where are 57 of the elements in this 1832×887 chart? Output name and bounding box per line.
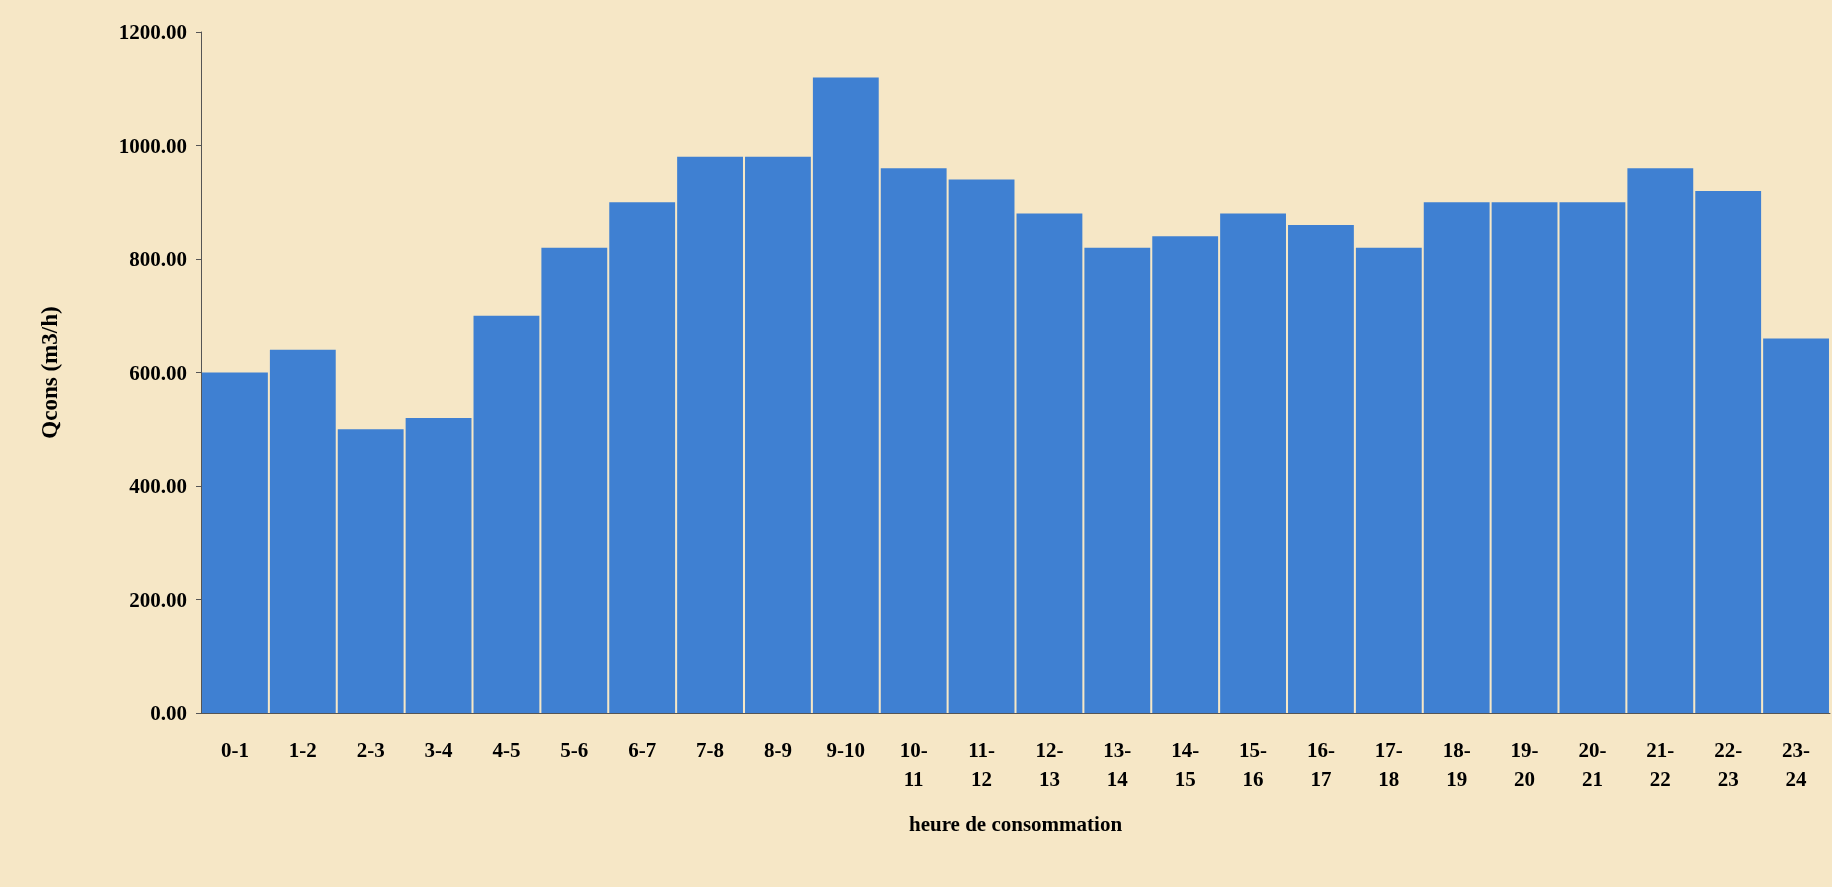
x-tick-label: 13-14: [1103, 737, 1132, 791]
x-tick-label: 22-23: [1714, 737, 1743, 791]
y-axis-title: Qcons (m3/h): [37, 306, 62, 439]
x-tick-label: 5-6: [560, 737, 589, 762]
bar: [1152, 236, 1219, 713]
x-tick-label: 3-4: [424, 737, 454, 762]
bar: [745, 156, 811, 713]
y-tick-label: 600.00: [129, 360, 187, 385]
x-tick-label: 4-5: [492, 737, 521, 762]
bar: [1763, 338, 1829, 713]
y-tick-label: 800.00: [129, 247, 187, 271]
bar: [880, 168, 947, 713]
bar: [1559, 202, 1626, 713]
bar: [1084, 247, 1151, 713]
y-tick-label: 400.00: [129, 474, 187, 498]
x-tick-label: 1-2: [288, 737, 317, 762]
bar: [1491, 202, 1558, 713]
y-tick-label: 200.00: [129, 587, 187, 612]
bar: [202, 372, 268, 713]
bar: [473, 315, 540, 713]
x-tick-label: 17-18: [1374, 737, 1403, 791]
bar: [1627, 168, 1694, 713]
x-tick-label: 16-17: [1306, 737, 1335, 791]
x-tick-label: 15-16: [1239, 737, 1268, 791]
bar: [541, 247, 608, 713]
bar: [337, 429, 404, 713]
bar: [1220, 213, 1286, 713]
bar: [677, 156, 743, 713]
y-tick-label: 1200.00: [118, 20, 187, 44]
bar: [1695, 190, 1762, 713]
bar: [812, 77, 879, 713]
y-tick-label: 1000.00: [118, 133, 187, 158]
x-tick-label: 12-13: [1035, 737, 1064, 791]
x-tick-label: 0-1: [220, 737, 249, 762]
x-tick-label: 7-8: [696, 737, 725, 762]
x-tick-label: 11-12: [968, 737, 995, 791]
x-tick-label: 8-9: [763, 737, 792, 762]
bar: [1016, 213, 1083, 713]
x-tick-label: 2-3: [356, 737, 385, 762]
x-tick-label: 20-21: [1578, 737, 1607, 791]
x-tick-label: 10-11: [899, 737, 928, 791]
bar: [1288, 224, 1354, 713]
bar: [1423, 202, 1490, 713]
y-tick-label: 0.00: [150, 701, 187, 725]
x-tick-label: 14-15: [1171, 737, 1200, 791]
x-tick-label: 23-24: [1782, 737, 1811, 791]
x-axis-title: heure de consommation: [908, 811, 1123, 836]
bar: [1355, 247, 1422, 713]
bar: [405, 417, 472, 713]
bar: [609, 202, 676, 713]
x-tick-label: 6-7: [628, 737, 657, 762]
x-tick-label: 18-19: [1442, 737, 1471, 791]
x-tick-label: 9-10: [826, 737, 866, 762]
bar: [269, 349, 336, 713]
x-tick-label: 19-20: [1510, 737, 1539, 791]
bar: [948, 179, 1015, 713]
x-tick-label: 21-22: [1646, 737, 1675, 791]
